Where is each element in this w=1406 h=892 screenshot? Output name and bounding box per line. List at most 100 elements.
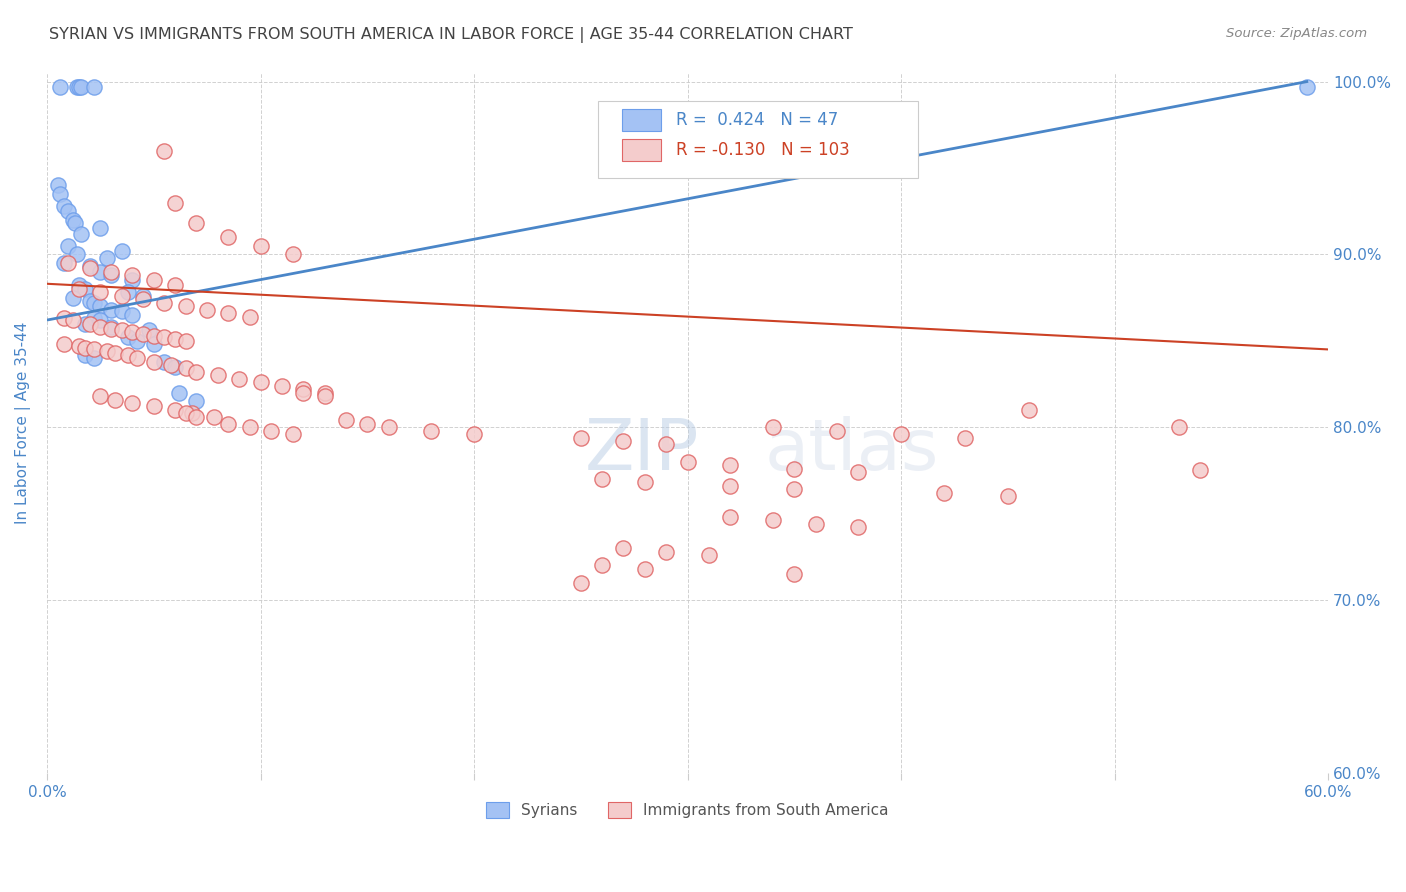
Point (132, 293, 155, 307)
Point (783, 461, 806, 475)
Point (1167, 420, 1189, 434)
Point (100, 320, 122, 334)
Point (783, 483, 806, 497)
Point (53, 311, 76, 326)
Point (890, 427, 912, 442)
Point (89, 221, 111, 235)
Point (63, 216, 86, 230)
Point (117, 330, 139, 344)
Point (58, 256, 80, 270)
Point (207, 368, 229, 383)
Point (83, 311, 105, 326)
Point (569, 575, 592, 590)
Point (932, 486, 955, 500)
Point (718, 479, 741, 493)
Point (89, 389, 111, 403)
Point (1295, 79, 1317, 94)
Point (174, 361, 197, 376)
Point (314, 385, 336, 400)
Point (1189, 463, 1212, 477)
Point (292, 385, 315, 400)
Point (100, 268, 122, 282)
Point (117, 348, 139, 362)
Point (89, 285, 111, 300)
Point (202, 409, 225, 424)
FancyBboxPatch shape (623, 139, 661, 161)
Point (132, 289, 155, 303)
Point (377, 420, 399, 434)
Text: ZIP: ZIP (585, 417, 700, 485)
Point (75, 341, 97, 355)
Point (104, 392, 127, 407)
Point (138, 323, 160, 337)
Point (848, 465, 870, 479)
Point (165, 195, 187, 210)
Point (79, 317, 101, 331)
Point (111, 244, 134, 258)
Point (142, 354, 165, 368)
Point (58, 239, 80, 253)
Point (104, 346, 127, 360)
Point (186, 394, 208, 409)
Point (53, 256, 76, 270)
Point (70, 227, 93, 241)
Point (335, 413, 357, 427)
Point (89, 299, 111, 313)
Point (762, 513, 785, 527)
Point (718, 458, 741, 473)
Text: atlas: atlas (765, 417, 939, 485)
Point (75, 348, 97, 362)
Point (62, 212, 84, 227)
Point (89, 320, 111, 334)
Point (62, 313, 84, 327)
Point (612, 434, 634, 448)
Point (181, 406, 204, 420)
Point (591, 558, 613, 573)
Point (1018, 403, 1040, 417)
Point (634, 475, 657, 490)
Point (174, 299, 197, 313)
Point (634, 562, 657, 576)
Point (217, 417, 239, 431)
Point (697, 548, 720, 562)
Point (53, 337, 76, 351)
Point (89, 313, 111, 327)
Point (83, 351, 105, 365)
Point (591, 472, 613, 486)
Point (111, 289, 134, 303)
Point (67, 282, 90, 296)
Point (132, 326, 155, 341)
Point (153, 354, 176, 368)
Point (848, 520, 870, 534)
Point (825, 424, 848, 438)
Point (79, 261, 101, 276)
Point (159, 358, 181, 372)
Point (655, 437, 678, 451)
Point (217, 230, 239, 244)
Point (142, 273, 165, 287)
Point (117, 285, 139, 300)
Point (67, 339, 90, 353)
Point (270, 378, 292, 392)
Point (70, 79, 93, 94)
Point (174, 406, 197, 420)
Point (249, 239, 271, 253)
Point (49, 79, 72, 94)
Point (186, 409, 208, 424)
Point (46, 178, 69, 193)
Point (281, 247, 304, 261)
Point (121, 273, 143, 287)
Point (125, 334, 148, 348)
Point (125, 351, 148, 365)
Point (153, 295, 176, 310)
Point (153, 330, 176, 344)
Point (239, 310, 262, 324)
Point (58, 204, 80, 219)
Point (186, 216, 208, 230)
Point (67, 278, 90, 293)
Point (96, 251, 118, 265)
Legend: Syrians, Immigrants from South America: Syrians, Immigrants from South America (479, 797, 896, 824)
Point (186, 365, 208, 379)
Point (165, 403, 187, 417)
Point (356, 417, 378, 431)
